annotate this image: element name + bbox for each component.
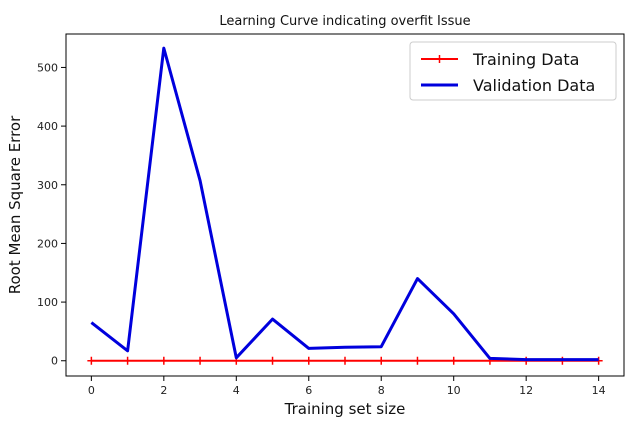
y-tick-label: 100 — [37, 296, 58, 309]
y-tick-label: 300 — [37, 179, 58, 192]
x-axis-label: Training set size — [284, 400, 406, 418]
data-point-training-data — [304, 356, 313, 365]
y-tick-label: 0 — [51, 355, 58, 368]
y-axis: 0 100 200 300 400 500 — [37, 61, 66, 368]
series-line-validation-data — [90, 46, 599, 362]
data-point-training-data — [159, 356, 168, 365]
data-point-training-data — [123, 356, 132, 365]
y-tick-label: 200 — [37, 237, 58, 250]
legend-label-validation: Validation Data — [473, 76, 595, 95]
x-tick-label: 12 — [519, 384, 533, 397]
legend-box — [409, 41, 617, 101]
legend-label-training: Training Data — [472, 50, 579, 69]
plot-frame — [65, 33, 625, 377]
data-point-training-data — [377, 356, 386, 365]
x-tick-label: 14 — [592, 384, 606, 397]
data-point-training-data — [413, 356, 422, 365]
legend: Training Data Validation Data — [409, 41, 617, 101]
data-point-training-data — [341, 356, 349, 365]
data-point-training-data — [268, 356, 277, 365]
x-tick-label: 8 — [378, 384, 385, 397]
x-tick-label: 4 — [233, 384, 240, 397]
x-axis: 0 2 4 6 8 10 12 14 — [88, 376, 606, 397]
series-layer — [87, 46, 603, 365]
plot-area — [65, 33, 625, 377]
y-tick-label: 400 — [37, 120, 58, 133]
data-point-training-data — [196, 356, 205, 365]
y-tick-label: 500 — [37, 61, 58, 74]
y-axis-label: Root Mean Square Error — [6, 115, 24, 294]
chart-title: Learning Curve indicating overfit Issue — [219, 14, 470, 29]
x-tick-label: 0 — [88, 384, 95, 397]
x-tick-label: 2 — [160, 384, 167, 397]
x-tick-label: 6 — [305, 384, 312, 397]
data-point-training-data — [449, 356, 458, 365]
data-point-training-data — [87, 356, 96, 365]
x-tick-label: 10 — [447, 384, 461, 397]
